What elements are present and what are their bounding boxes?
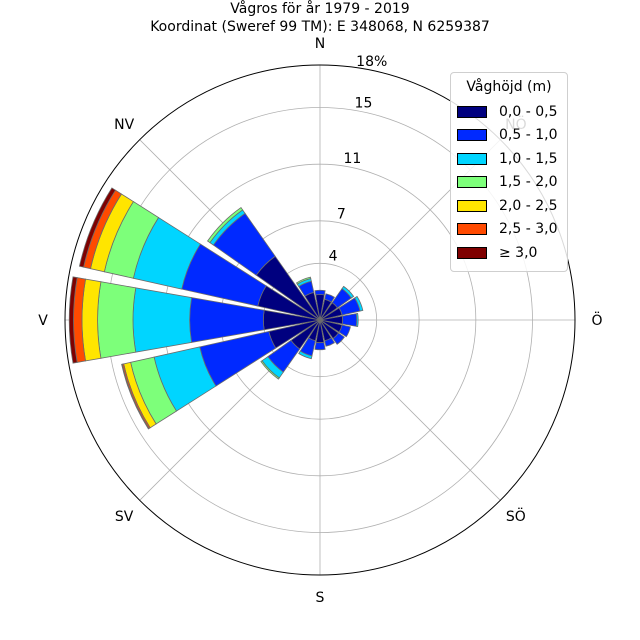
bar-segment-dir2-bin2: [341, 285, 355, 299]
legend-swatch: [457, 176, 487, 189]
legend-swatch: [457, 246, 487, 259]
legend-item: 2,0 - 2,5: [457, 194, 561, 218]
wave-rose-bars: [68, 187, 364, 430]
bar-segment-dir5-bin1: [338, 324, 351, 338]
bar-segment-dir12-bin6: [68, 276, 78, 364]
legend-swatch: [457, 199, 487, 212]
legend-label: 0,5 - 1,0: [499, 127, 558, 144]
legend-title: Våghöjd (m): [466, 79, 552, 95]
bar-segment-dir0-bin1: [314, 289, 326, 296]
bar-segment-dir3-bin2: [354, 295, 364, 312]
title-line-1: Vågros för år 1979 - 2019: [230, 1, 410, 17]
legend-label: 1,5 - 2,0: [499, 174, 558, 191]
bar-segment-dir11-bin6: [121, 363, 150, 430]
legend-swatch: [457, 223, 487, 236]
legend-item: ≥ 3,0: [457, 241, 561, 265]
bar-segment-dir14-bin3: [207, 207, 244, 244]
bar-segment-dir13-bin6: [78, 187, 117, 268]
legend-item: 2,5 - 3,0: [457, 218, 561, 242]
bar-segment-dir8-bin1: [314, 341, 326, 351]
bar-segment-dir15-bin3: [295, 276, 312, 285]
legend-item: 0,0 - 0,5: [457, 100, 561, 124]
direction-label-0: N: [315, 36, 325, 52]
title-line-2: Koordinat (Sweref 99 TM): E 348068, N 62…: [150, 19, 490, 35]
radial-tick-label: 4: [329, 248, 338, 264]
legend: Våghöjd (m) 0,0 - 0,5 0,5 - 1,0 1,0 - 1,5 1…: [450, 72, 568, 272]
legend-label: 0,0 - 0,5: [499, 103, 558, 120]
direction-label-5: SV: [115, 509, 134, 525]
radial-tick-label: 18%: [356, 54, 387, 70]
bar-segment-dir10-bin3: [260, 360, 280, 380]
bar-segment-dir4-bin1: [341, 313, 358, 327]
bar-segment-dir7-bin1: [324, 337, 335, 347]
bar-segment-dir12-bin2: [132, 287, 193, 353]
bar-segment-dir12-bin3: [97, 281, 137, 359]
legend-label: 2,0 - 2,5: [499, 197, 558, 214]
legend-label: 2,5 - 3,0: [499, 221, 558, 238]
bar-segment-dir9-bin2: [298, 350, 313, 360]
legend-label: ≥ 3,0: [499, 244, 538, 261]
grid-spoke-3: [319, 319, 501, 501]
direction-label-4: NV: [114, 117, 134, 133]
legend-swatch: [457, 129, 487, 142]
direction-label-6: SÖ: [506, 507, 526, 525]
bar-segment-dir6-bin1: [332, 332, 345, 345]
direction-label-3: V: [38, 313, 48, 329]
direction-label-2: S: [316, 590, 325, 606]
bar-segment-dir1-bin1: [324, 293, 335, 303]
legend-swatch: [457, 105, 487, 118]
legend-label: 1,0 - 1,5: [499, 150, 558, 167]
radial-tick-label: 11: [343, 151, 361, 167]
radial-tick-label: 7: [337, 207, 346, 223]
radial-tick-label: 15: [355, 96, 373, 112]
legend-swatch: [457, 152, 487, 165]
legend-item: 1,5 - 2,0: [457, 171, 561, 195]
legend-item: 1,0 - 1,5: [457, 147, 561, 171]
bar-segment-dir4-bin2: [355, 312, 359, 328]
outer-circle: [64, 64, 576, 576]
legend-item: 0,5 - 1,0: [457, 124, 561, 148]
chart-title: Vågros för år 1979 - 2019 Koordinat (Swe…: [0, 0, 640, 36]
radial-tick-labels: 4 7 11 15 18%: [329, 54, 388, 265]
direction-label-1: Ö: [591, 311, 602, 329]
